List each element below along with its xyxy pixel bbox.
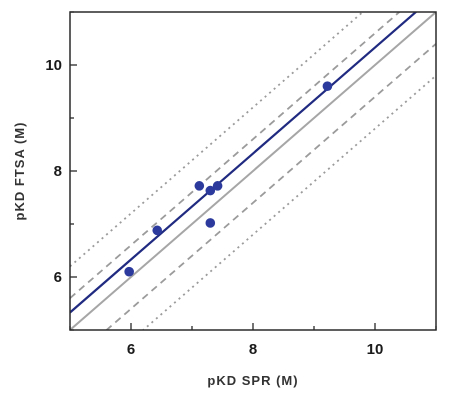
y-tick-label: 6: [54, 269, 62, 286]
x-tick-label: 6: [127, 341, 135, 358]
data-point: [205, 218, 216, 228]
y-axis-ticks: 6 8 10: [45, 11, 77, 331]
fit-line: [70, 12, 418, 314]
x-tick-label: 10: [367, 341, 384, 358]
x-axis-label: pKD SPR (M): [207, 373, 298, 388]
data-point: [205, 185, 216, 196]
y-axis-label: pKD FTSA (M): [12, 122, 27, 221]
band-outer-upper-line: [70, 12, 365, 268]
data-point: [124, 266, 134, 277]
band-inner-lower-line: [105, 43, 436, 330]
data-points: [124, 81, 333, 277]
data-point: [322, 81, 333, 91]
x-axis-ticks: 6 8 10: [69, 323, 437, 358]
identity-line: [70, 12, 436, 330]
reference-lines: [70, 12, 436, 330]
x-tick-label: 8: [249, 341, 257, 358]
data-point: [152, 225, 163, 236]
band-inner-upper-line: [70, 12, 401, 299]
data-point: [194, 181, 205, 191]
data-point: [212, 181, 223, 191]
y-tick-label: 8: [54, 163, 62, 180]
y-tick-label: 10: [45, 57, 62, 74]
